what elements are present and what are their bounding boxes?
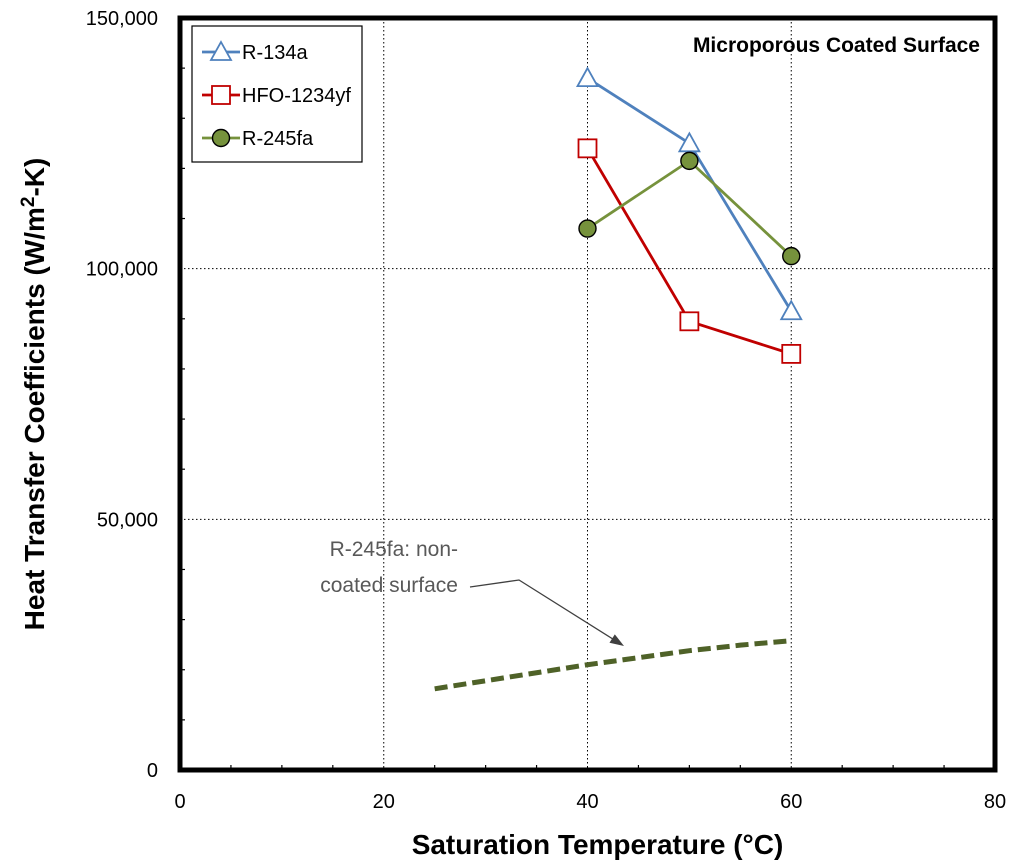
x-tick-label: 0 bbox=[174, 791, 185, 813]
plot-frame bbox=[177, 15, 998, 773]
y-axis-title-main: Heat Transfer Coefficients (W/m bbox=[19, 207, 50, 630]
legend-item-r-134a: R-134a bbox=[202, 40, 308, 64]
legend-item-r-245fa: R-245fa bbox=[202, 128, 314, 150]
tick-labels: 0 20 40 60 80 0 50,000 100,000 150,000 bbox=[86, 8, 1006, 813]
legend-item-hfo-1234yf: HFO-1234yf bbox=[202, 85, 351, 107]
minor-ticks bbox=[180, 67, 945, 770]
series-layer bbox=[434, 66, 803, 692]
chart-title: Microporous Coated Surface bbox=[693, 34, 980, 57]
series-line-r-134a bbox=[586, 76, 793, 313]
y-axis-title-superscript: 2 bbox=[18, 197, 39, 208]
y-axis-title-suffix: -K) bbox=[19, 158, 50, 197]
series-line-r-245fa bbox=[586, 159, 793, 258]
annotation-arrowhead bbox=[609, 634, 624, 646]
legend: R-134a HFO-1234yf R-245fa bbox=[191, 25, 363, 163]
legend-marker bbox=[211, 85, 231, 105]
legend-marker bbox=[211, 128, 231, 148]
legend-label: R-245fa bbox=[242, 128, 314, 150]
legend-label: R-134a bbox=[242, 42, 308, 64]
annotation: R-245fa: non- coated surface bbox=[320, 538, 624, 646]
x-tick-label: 40 bbox=[576, 791, 598, 813]
x-tick-label: 60 bbox=[780, 791, 802, 813]
annotation-label-line-2: coated surface bbox=[320, 574, 458, 597]
y-tick-label: 100,000 bbox=[86, 259, 158, 281]
y-tick-label: 150,000 bbox=[86, 8, 158, 30]
data-point-r-245fa bbox=[680, 151, 699, 171]
data-point-r-134a bbox=[677, 131, 701, 153]
reference-dashed-line bbox=[434, 638, 792, 692]
y-axis-title: Heat Transfer Coefficients (W/m2-K) bbox=[18, 158, 50, 631]
x-axis-title: Saturation Temperature (°C) bbox=[412, 829, 784, 860]
data-point-r-245fa bbox=[782, 246, 801, 266]
annotation-arrow bbox=[469, 579, 617, 642]
data-point-r-134a bbox=[575, 66, 600, 88]
legend-marker bbox=[209, 40, 233, 61]
x-tick-label: 80 bbox=[984, 791, 1006, 813]
x-tick-label: 20 bbox=[373, 791, 395, 813]
data-point-hfo-1234yf bbox=[679, 311, 700, 332]
data-point-r-134a bbox=[779, 299, 803, 321]
data-point-hfo-1234yf bbox=[577, 138, 598, 159]
y-tick-label: 50,000 bbox=[97, 509, 158, 531]
y-tick-label: 0 bbox=[147, 760, 158, 782]
annotation-label-line-1: R-245fa: non- bbox=[330, 538, 458, 561]
legend-label: HFO-1234yf bbox=[242, 85, 351, 107]
data-point-r-245fa bbox=[578, 219, 597, 238]
data-point-hfo-1234yf bbox=[781, 343, 802, 364]
